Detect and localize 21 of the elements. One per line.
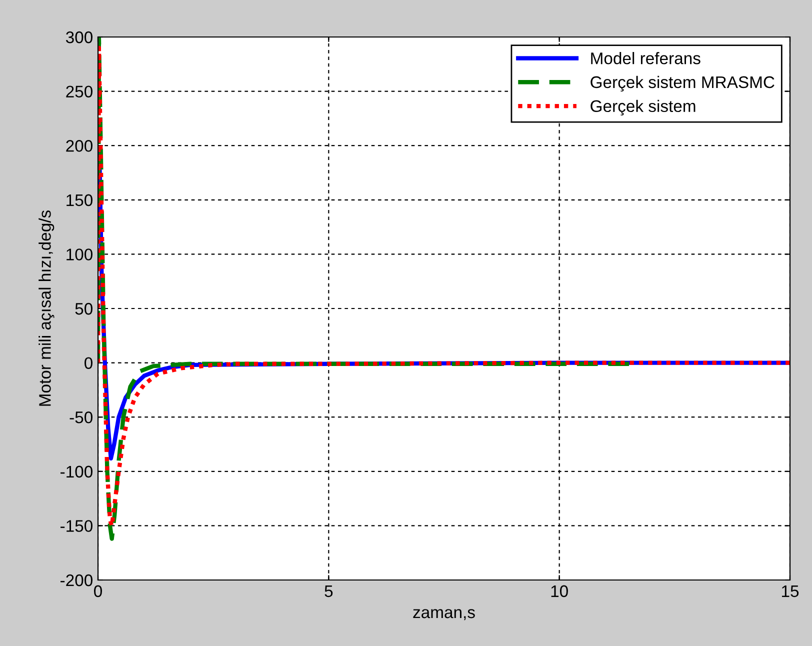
y-tick-label: 0 (84, 357, 92, 370)
x-tick-label: 5 (324, 585, 333, 598)
y-tick-label: 150 (66, 194, 92, 206)
x-tick-label: 0 (94, 585, 102, 598)
legend-label: Gerçek sistem (590, 100, 696, 116)
y-tick-label: 50 (75, 302, 92, 315)
x-tick-label: 15 (782, 585, 799, 598)
y-tick-label: -50 (70, 412, 92, 424)
x-tick-label: 10 (551, 585, 568, 598)
y-tick-label: 200 (66, 140, 92, 152)
legend-label: Gerçek sistem MRASMC (590, 76, 774, 92)
y-tick-label: 100 (66, 248, 92, 260)
y-tick-label: -150 (60, 520, 92, 532)
legend-label: Model referans (591, 52, 700, 64)
line-series (98, 46, 790, 528)
y-tick-label: -100 (60, 466, 92, 478)
y-tick-label: 250 (66, 86, 92, 98)
y-tick-label: 300 (66, 31, 92, 44)
x-axis-title: zaman,s (413, 609, 475, 620)
y-tick-label: -200 (60, 574, 92, 586)
y-axis-title: Motor mili açısal hızı,deg/s (38, 210, 54, 406)
